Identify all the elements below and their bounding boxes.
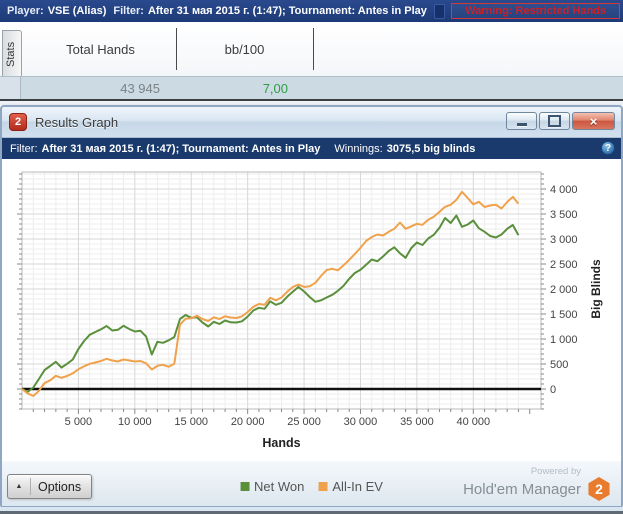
- column-divider: [313, 28, 314, 70]
- button-divider: [30, 478, 31, 495]
- hm2-brand-icon: 2: [588, 477, 610, 501]
- column-divider: [176, 28, 177, 70]
- options-button[interactable]: ▲ Options: [7, 474, 93, 499]
- svg-text:Hands: Hands: [262, 436, 300, 450]
- svg-text:2 500: 2 500: [550, 259, 578, 271]
- powered-by-label: Powered by: [530, 466, 581, 477]
- window-bottom-edge: [0, 507, 623, 511]
- graph-filter-value: After 31 мая 2015 г. (1:47); Tournament:…: [41, 142, 321, 155]
- options-button-label: Options: [38, 479, 82, 494]
- window-title: Results Graph: [35, 114, 119, 130]
- svg-text:500: 500: [550, 359, 568, 371]
- svg-text:30 000: 30 000: [344, 416, 378, 428]
- panel-divider: [0, 99, 623, 101]
- column-header-bb100[interactable]: bb/100: [224, 42, 265, 57]
- svg-text:10 000: 10 000: [118, 416, 152, 428]
- maximize-button[interactable]: [539, 112, 570, 130]
- svg-text:3 000: 3 000: [550, 234, 578, 246]
- net-won-swatch-icon: [240, 482, 250, 491]
- brand-name: Hold'em Manager: [463, 480, 581, 498]
- graph-filter-bar: Filter: After 31 мая 2015 г. (1:47); Tou…: [2, 138, 621, 159]
- results-chart: 0 500 1 000 1 500 2 000 2 500 3 000 3 500 4 000 5…: [2, 159, 621, 461]
- svg-text:1 000: 1 000: [550, 334, 578, 346]
- maximize-icon: [548, 115, 561, 127]
- graph-filter-label: Filter:: [10, 142, 38, 155]
- window-titlebar[interactable]: 2 Results Graph ×: [2, 107, 621, 138]
- window-controls: ×: [506, 112, 615, 130]
- stats-panel: Stats Total Hands bb/100 43 945 7,00: [0, 22, 623, 105]
- svg-text:5 000: 5 000: [65, 416, 93, 428]
- svg-text:Big Blinds: Big Blinds: [589, 259, 603, 319]
- all-in-ev-swatch-icon: [318, 482, 328, 491]
- svg-text:1 500: 1 500: [550, 309, 578, 321]
- total-hands-value: 43 945: [120, 81, 160, 96]
- screen-bottom-edge: [0, 511, 623, 514]
- results-graph-window: 2 Results Graph × Filter: After 31 мая 2…: [0, 105, 623, 507]
- svg-text:0: 0: [550, 384, 556, 396]
- svg-text:2 000: 2 000: [550, 284, 578, 296]
- chart-legend: Net Won All-In EV: [240, 479, 383, 494]
- close-button[interactable]: ×: [572, 112, 615, 130]
- hm2-app-icon: 2: [9, 113, 27, 131]
- tab-stats[interactable]: Stats: [2, 30, 22, 78]
- legend-all-in-ev-label: All-In EV: [332, 479, 383, 494]
- svg-text:25 000: 25 000: [287, 416, 321, 428]
- winnings-value: 3075,5 big blinds: [386, 142, 476, 155]
- table-row[interactable]: 43 945 7,00: [0, 76, 623, 100]
- brand-block: Powered by Hold'em Manager 2: [463, 466, 611, 501]
- chart-svg: 0 500 1 000 1 500 2 000 2 500 3 000 3 500 4 000 5…: [17, 171, 603, 450]
- player-value: VSE (Alias): [47, 5, 107, 17]
- svg-text:35 000: 35 000: [400, 416, 434, 428]
- svg-text:3 500: 3 500: [550, 209, 578, 221]
- filter-value: After 31 мая 2015 г. (1:47); Tournament:…: [147, 5, 427, 17]
- chevron-up-icon: ▲: [15, 483, 23, 490]
- warning-indicator-icon: [434, 3, 446, 19]
- svg-text:40 000: 40 000: [456, 416, 490, 428]
- minimize-button[interactable]: [506, 112, 537, 130]
- svg-text:20 000: 20 000: [231, 416, 265, 428]
- player-label: Player:: [7, 5, 44, 17]
- minimize-icon: [516, 123, 527, 126]
- svg-text:15 000: 15 000: [174, 416, 208, 428]
- legend-net-won-label: Net Won: [254, 479, 305, 494]
- bb100-value: 7,00: [262, 81, 288, 96]
- graph-bottom-bar: ▲ Options Net Won All-In EV Powered by H…: [2, 461, 621, 506]
- warning-banner[interactable]: Warning: Restricted Hands: [451, 3, 620, 19]
- svg-text:4 000: 4 000: [550, 184, 578, 196]
- winnings-label: Winnings:: [334, 142, 383, 155]
- filter-label: Filter:: [113, 5, 144, 17]
- help-icon[interactable]: ?: [601, 141, 615, 155]
- column-header-total-hands[interactable]: Total Hands: [66, 42, 135, 57]
- main-window-titlebar: Player: VSE (Alias) Filter: After 31 мая…: [0, 0, 623, 22]
- row-lead-cell: [0, 77, 21, 100]
